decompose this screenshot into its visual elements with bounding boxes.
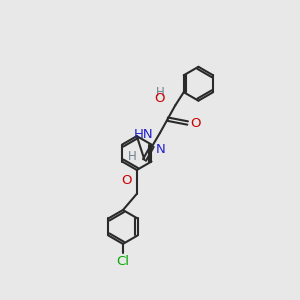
Text: H: H: [128, 150, 137, 163]
Text: N: N: [155, 143, 165, 156]
Text: H: H: [155, 86, 164, 99]
Text: O: O: [191, 117, 201, 130]
Text: O: O: [122, 174, 132, 187]
Text: O: O: [155, 92, 165, 104]
Text: HN: HN: [134, 128, 154, 141]
Text: Cl: Cl: [116, 255, 130, 268]
